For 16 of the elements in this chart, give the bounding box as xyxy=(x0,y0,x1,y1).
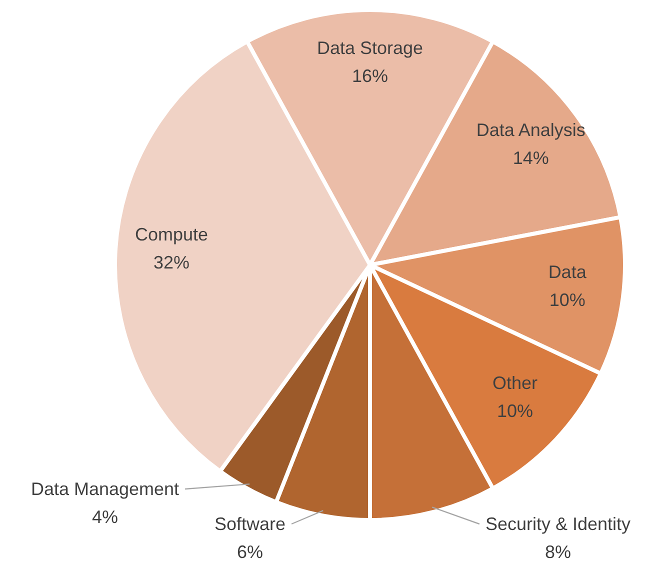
data-label: 10% xyxy=(496,401,534,422)
slice-label: Data Analysis xyxy=(476,120,586,140)
data-label: 4% xyxy=(92,507,118,527)
slice-label: Data Storage xyxy=(316,38,424,58)
data-label: 8% xyxy=(544,542,572,562)
slice-label: Data xyxy=(548,262,588,282)
data-label: 6% xyxy=(236,542,264,562)
slice-label: Security & Identity xyxy=(485,514,631,534)
slice-label: Data Management xyxy=(30,479,180,499)
data-label: 14% xyxy=(512,148,549,168)
data-label: 10% xyxy=(549,290,586,310)
slice-label: Software xyxy=(214,514,286,534)
data-label: 32% xyxy=(153,252,190,273)
slice-label: Compute xyxy=(134,224,208,245)
slice-label: Other xyxy=(492,373,538,394)
data-label: 16% xyxy=(352,66,388,86)
